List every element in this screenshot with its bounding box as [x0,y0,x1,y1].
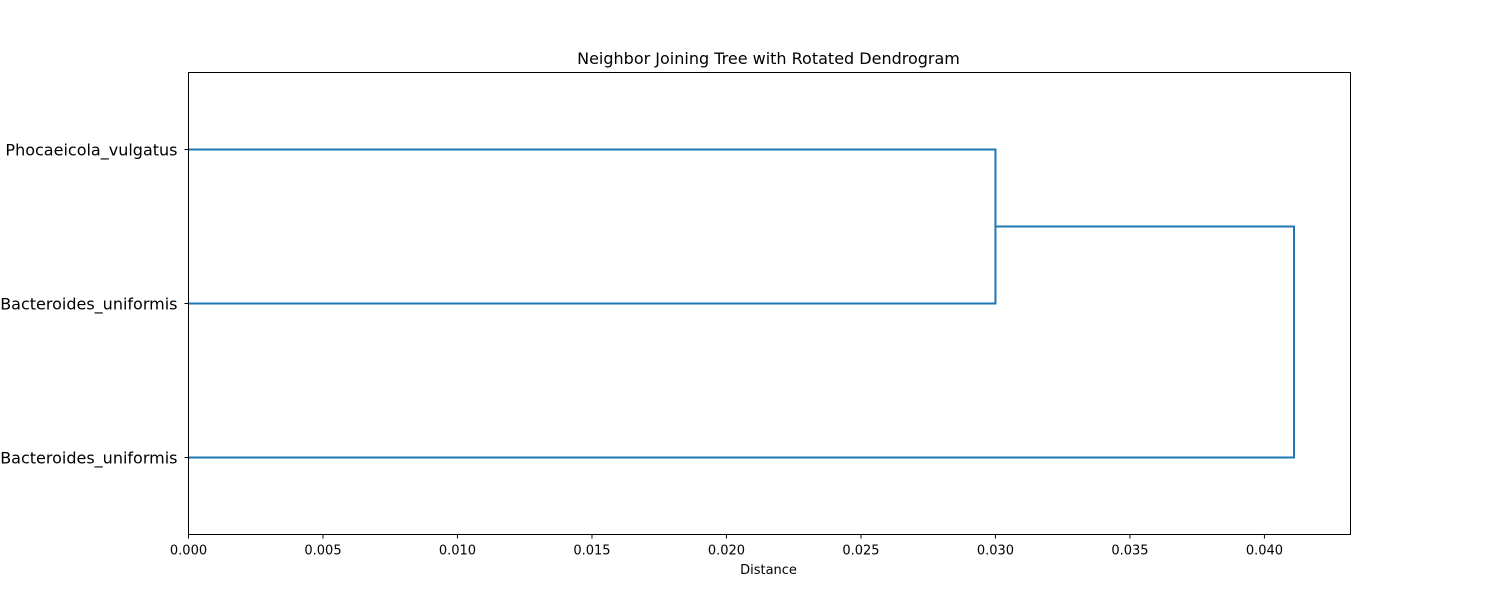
x-tick-label: 0.030 [977,544,1014,559]
x-tick-label: 0.040 [1246,544,1283,559]
leaf-label: Phocaeicola_vulgatus [5,141,177,161]
leaf-label: Bacteroides_uniformis [0,449,177,469]
x-axis-label: Distance [740,563,797,578]
y-axis-ticks: Phocaeicola_vulgatus Bacteroides_uniformi… [0,141,189,469]
dendrogram-branch [188,225,1296,459]
x-tick-label: 0.010 [439,544,476,559]
x-tick-label: 0.005 [304,544,341,559]
x-axis-ticks: 0.000 0.005 0.010 0.015 0.020 0.025 0.030 0.035… [170,534,1283,559]
x-tick-label: 0.035 [1111,544,1148,559]
dendrogram-branch [188,148,997,305]
leaf-label: Bacteroides_uniformis [0,295,177,315]
plot-area-frame [188,72,1351,535]
x-tick-label: 0.015 [573,544,610,559]
x-tick-label: 0.020 [708,544,745,559]
chart-title: Neighbor Joining Tree with Rotated Dendr… [577,49,960,68]
x-tick-label: 0.000 [170,544,207,559]
x-tick-label: 0.025 [842,544,879,559]
dendrogram-branches [188,148,1296,459]
